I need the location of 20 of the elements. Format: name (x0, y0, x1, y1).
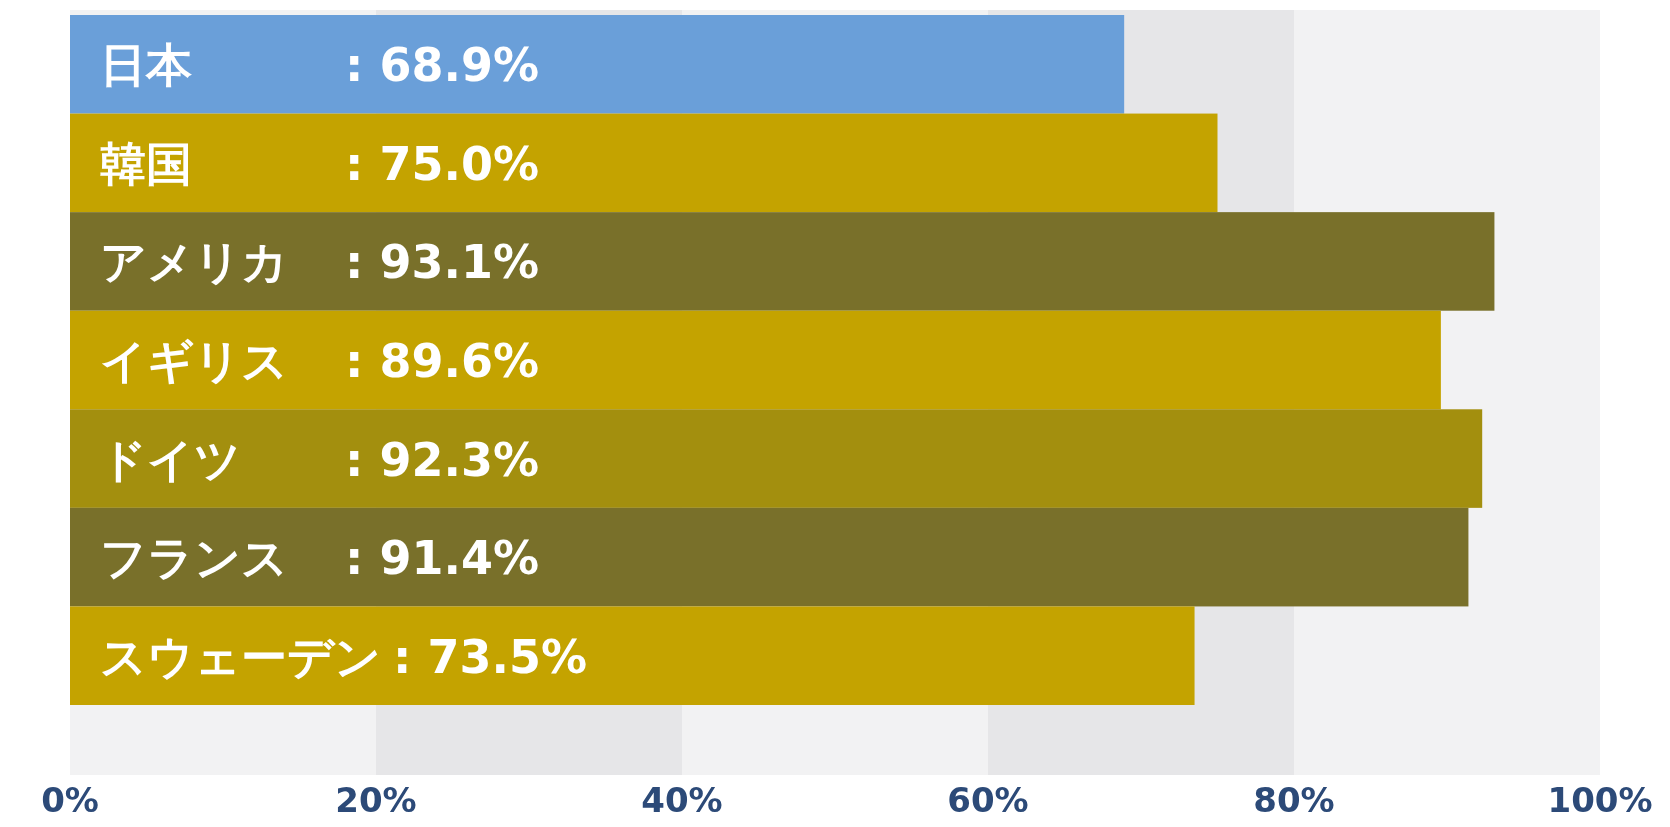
x-tick-label: 60% (947, 780, 1029, 820)
y-tick-label: 日本 (100, 38, 192, 93)
y-tick-label: フランス (100, 531, 288, 586)
y-tick-label: ドイツ (100, 432, 241, 487)
x-tick-label: 40% (641, 780, 723, 820)
data-label: : 91.4% (345, 531, 539, 586)
data-label: : 68.9% (345, 38, 539, 93)
x-tick-label: 100% (1547, 780, 1653, 820)
data-label: : 93.1% (345, 235, 539, 290)
y-tick-label: 韓国 (100, 136, 192, 191)
data-label: : 89.6% (345, 334, 539, 388)
x-tick-label: 0% (41, 780, 99, 820)
x-tick-label: 80% (1253, 780, 1335, 820)
y-tick-label: スウェーデン (100, 629, 381, 684)
data-label: : 92.3% (345, 432, 539, 487)
y-tick-label: イギリス (100, 334, 288, 388)
data-label: : 75.0% (345, 136, 539, 191)
y-tick-label: アメリカ (100, 235, 288, 290)
x-tick-label: 20% (335, 780, 417, 820)
data-label: : 73.5% (393, 629, 587, 684)
